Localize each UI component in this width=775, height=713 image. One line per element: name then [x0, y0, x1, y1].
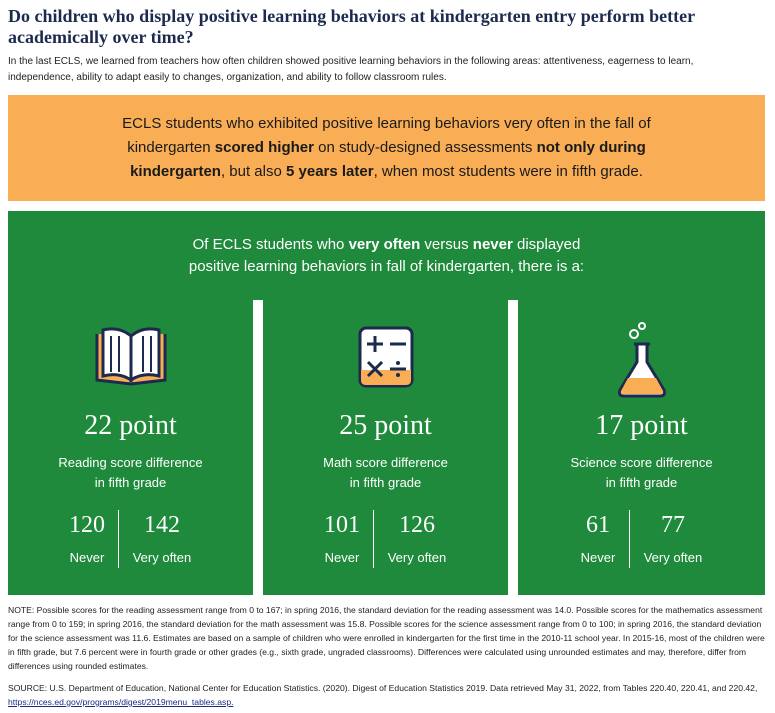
title: Do children who display positive learnin… — [8, 6, 695, 47]
text: in fifth grade — [349, 475, 422, 490]
column: 126 Very often — [373, 510, 460, 568]
stat-label: Reading score difference in fifth grade — [8, 453, 253, 493]
card: 17 point Science score difference in fift… — [518, 300, 765, 595]
number-label: Never — [69, 550, 105, 565]
callout-text: ECLS students who exhibited positive lea… — [107, 112, 667, 184]
number: 126 — [399, 512, 435, 538]
source-link[interactable]: https://nces.ed.gov/programs/digest/2019… — [8, 697, 234, 707]
flask-icon — [617, 322, 666, 398]
number: 77 — [661, 512, 685, 538]
text: in fifth grade — [605, 475, 678, 490]
bold-text: 5 years later — [286, 163, 374, 180]
heading-text: Of ECLS students who very often versus n… — [167, 234, 607, 278]
text: SOURCE: U.S. Department of Education, Na… — [8, 683, 758, 693]
bold-text: not only during kindergarten — [130, 139, 646, 180]
source: SOURCE: U.S. Department of Education, Na… — [8, 681, 766, 709]
bold-text: very often — [348, 235, 421, 253]
bold-text: never — [472, 235, 513, 253]
text: , but also — [220, 163, 286, 180]
text: versus — [420, 235, 473, 253]
stat: 25 point — [339, 410, 432, 441]
notes: NOTE: Possible scores for the reading as… — [8, 605, 765, 671]
column: 142 Very often — [118, 510, 205, 568]
bold-text: scored higher — [214, 139, 314, 156]
comparison: 101 Never 126 Very often — [263, 510, 508, 568]
column: 101 Never — [311, 510, 373, 568]
stat: 22 point — [84, 410, 177, 441]
stat-label: Math score difference in fifth grade — [263, 453, 508, 493]
panel-heading: Of ECLS students who very often versus n… — [8, 211, 765, 300]
number-label: Very often — [132, 550, 192, 565]
number-label: Very often — [387, 550, 447, 565]
stat-label: Science score difference in fifth grade — [518, 453, 765, 493]
text: Math score difference — [323, 455, 448, 470]
card: 22 point Reading score difference in fift… — [8, 300, 253, 595]
callout: ECLS students who exhibited positive lea… — [8, 95, 765, 201]
text: Science score difference — [570, 455, 713, 470]
math-icon — [358, 326, 413, 388]
stat: 17 point — [595, 410, 688, 441]
text: ECLS students who exhibited positive lea… — [122, 115, 651, 156]
text: Of ECLS students who — [192, 235, 349, 253]
number-label: Never — [324, 550, 360, 565]
text: displayed positive learning behaviors in… — [188, 235, 585, 275]
number: 101 — [324, 512, 360, 538]
number: 120 — [69, 512, 105, 538]
number-label: Very often — [643, 550, 703, 565]
column: 77 Very often — [629, 510, 716, 568]
book-icon — [95, 327, 166, 386]
number: 61 — [586, 512, 610, 538]
text: Reading score difference — [58, 455, 203, 470]
text: in fifth grade — [94, 475, 167, 490]
column: 61 Never — [567, 510, 629, 568]
intro: In the last ECLS, we learned from teache… — [8, 56, 694, 83]
column: 120 Never — [56, 510, 118, 568]
number-label: Never — [580, 550, 616, 565]
comparison: 120 Never 142 Very often — [8, 510, 253, 568]
text: on study-designed assessments — [313, 139, 537, 156]
card: 25 point Math score difference in fifth g… — [263, 300, 508, 595]
comparison: 61 Never 77 Very often — [518, 510, 765, 568]
number: 142 — [144, 512, 180, 538]
text: , when most students were in fifth grade… — [373, 163, 643, 180]
